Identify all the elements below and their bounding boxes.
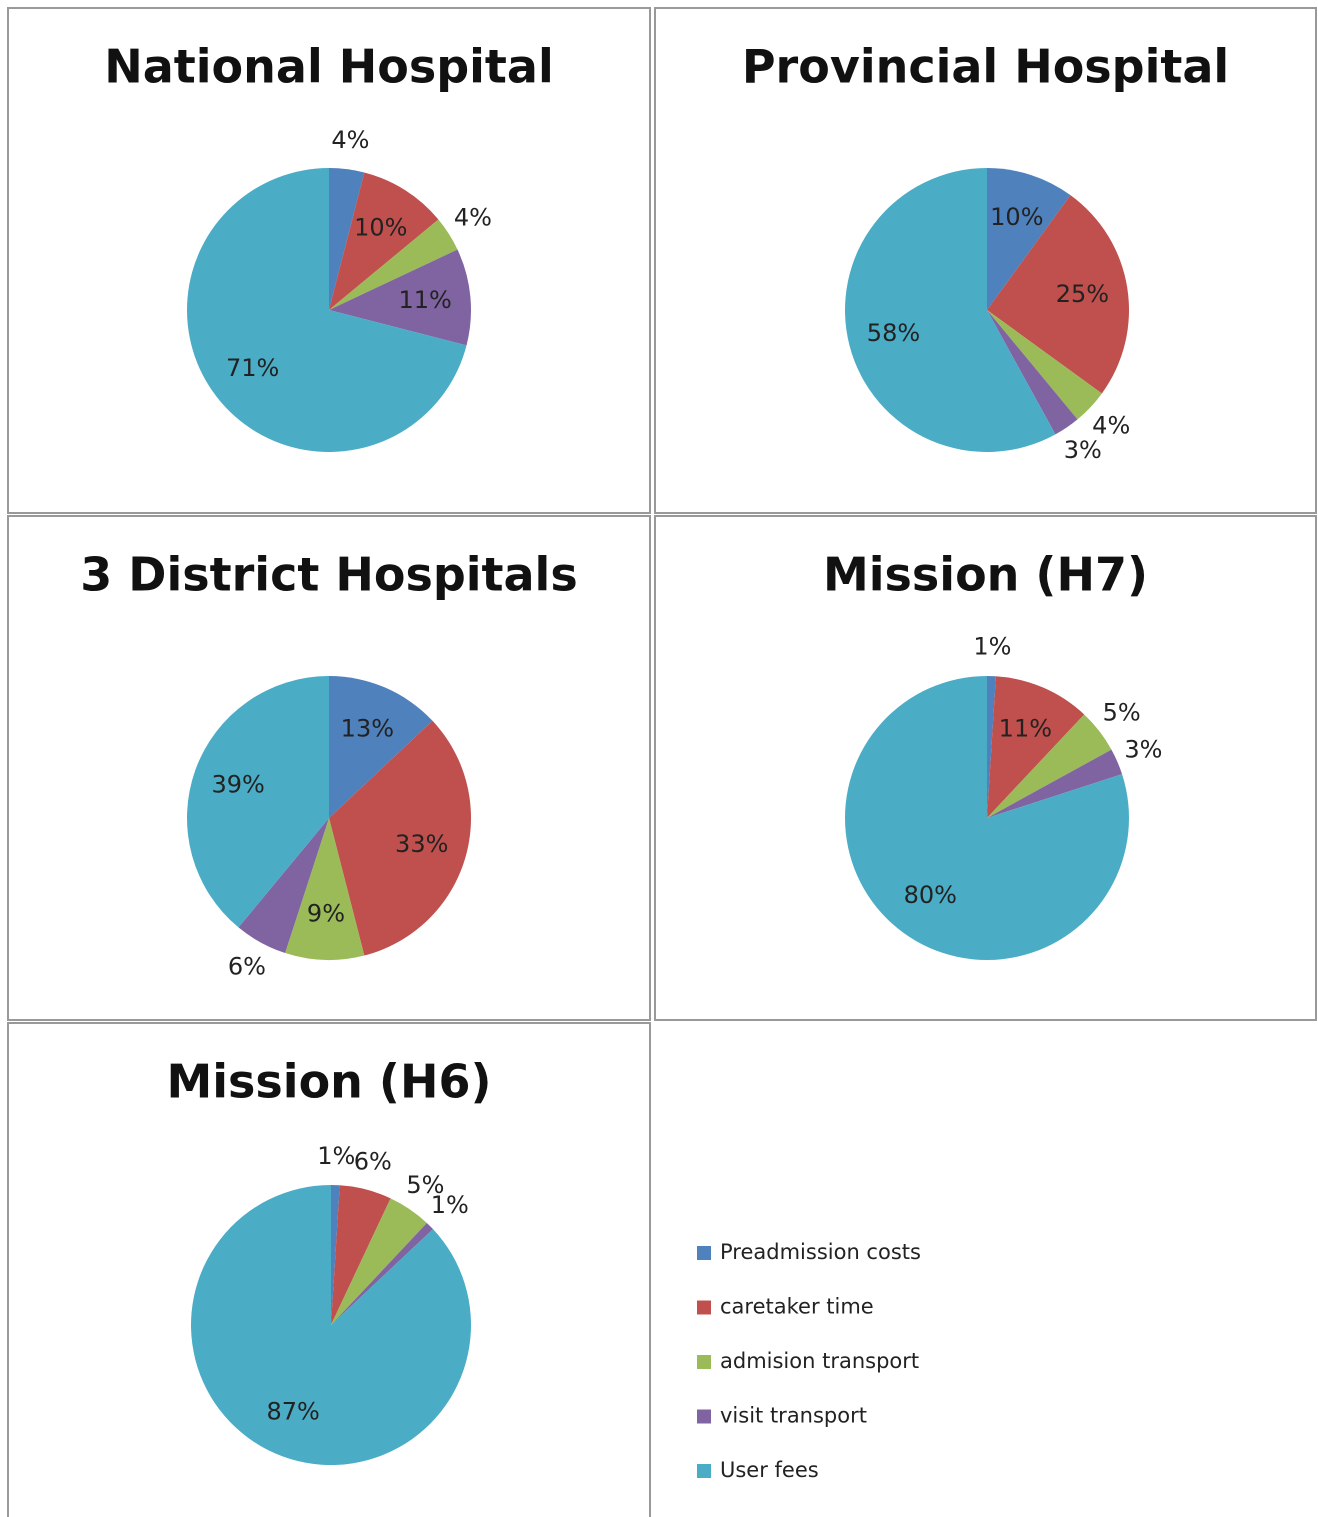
pie-slice — [331, 1222, 434, 1325]
data-label: 4% — [331, 126, 369, 154]
data-label: 10% — [990, 203, 1043, 231]
data-label: 11% — [398, 286, 451, 314]
pie-slice — [987, 195, 1129, 394]
chart-title: Provincial Hospital — [742, 40, 1229, 94]
pie-slice — [331, 1198, 427, 1325]
pie-slice — [238, 818, 329, 954]
panel-border — [654, 7, 1317, 514]
pie-slice — [844, 676, 1129, 960]
chart-title: Mission (H6) — [167, 1055, 492, 1109]
legend-label: visit transport — [720, 1404, 867, 1428]
pie-slice — [329, 168, 365, 310]
legend-swatch — [697, 1246, 711, 1260]
pie-slice — [844, 168, 1056, 452]
pie-slice — [285, 818, 365, 960]
data-label: 1% — [431, 1191, 469, 1219]
data-label: 25% — [1056, 280, 1109, 308]
chart-title: National Hospital — [104, 40, 553, 94]
pie-slice — [987, 168, 1071, 310]
pie-slice — [987, 749, 1123, 818]
pie-slice — [331, 1185, 340, 1325]
panel-border — [7, 1022, 651, 1517]
legend-swatch — [697, 1300, 711, 1315]
chart-title: Mission (H7) — [823, 548, 1148, 602]
legend-swatch — [697, 1464, 711, 1478]
legend-swatch — [697, 1355, 711, 1369]
legend-label: Preadmission costs — [720, 1240, 921, 1264]
data-label: 13% — [341, 714, 394, 742]
data-label: 11% — [999, 714, 1052, 742]
data-label: 10% — [354, 213, 407, 241]
data-label: 4% — [454, 204, 492, 232]
legend-label: User fees — [720, 1458, 819, 1482]
data-label: 3% — [1124, 735, 1162, 763]
legend-label: caretaker time — [720, 1295, 874, 1319]
pie-slice — [190, 1185, 471, 1466]
legend-swatch — [697, 1409, 711, 1424]
chart-title: 3 District Hospitals — [80, 548, 577, 602]
panel-border — [7, 7, 651, 514]
data-label: 5% — [1103, 699, 1141, 727]
data-label: 6% — [228, 952, 266, 980]
data-label: 58% — [867, 319, 920, 347]
data-label: 1% — [317, 1142, 355, 1170]
pie-slice — [329, 249, 471, 346]
pie-slice — [329, 219, 458, 310]
data-label: 1% — [973, 633, 1011, 661]
pie-slice — [329, 676, 433, 818]
data-label: 9% — [307, 900, 345, 928]
pie-slice — [987, 676, 996, 818]
data-label: 6% — [354, 1147, 392, 1175]
pie-slice — [987, 310, 1102, 420]
pie-slice — [187, 676, 329, 928]
data-label: 71% — [226, 354, 279, 382]
pie-slice — [987, 310, 1078, 435]
data-label: 80% — [904, 881, 957, 909]
data-label: 39% — [211, 770, 264, 798]
legend-label: admision transport — [720, 1349, 919, 1373]
pie-slice — [187, 168, 467, 452]
pie-slice — [987, 714, 1112, 818]
data-label: 5% — [406, 1171, 444, 1199]
panel-border — [654, 515, 1317, 1021]
data-label: 3% — [1064, 436, 1102, 464]
pie-slice — [329, 720, 472, 956]
data-label: 4% — [1092, 412, 1130, 440]
data-label: 33% — [395, 830, 448, 858]
pie-slice — [329, 172, 439, 310]
data-label: 87% — [267, 1397, 320, 1425]
panel-border — [7, 515, 651, 1021]
pie-slice — [331, 1185, 391, 1325]
pie-slice — [987, 676, 1085, 818]
